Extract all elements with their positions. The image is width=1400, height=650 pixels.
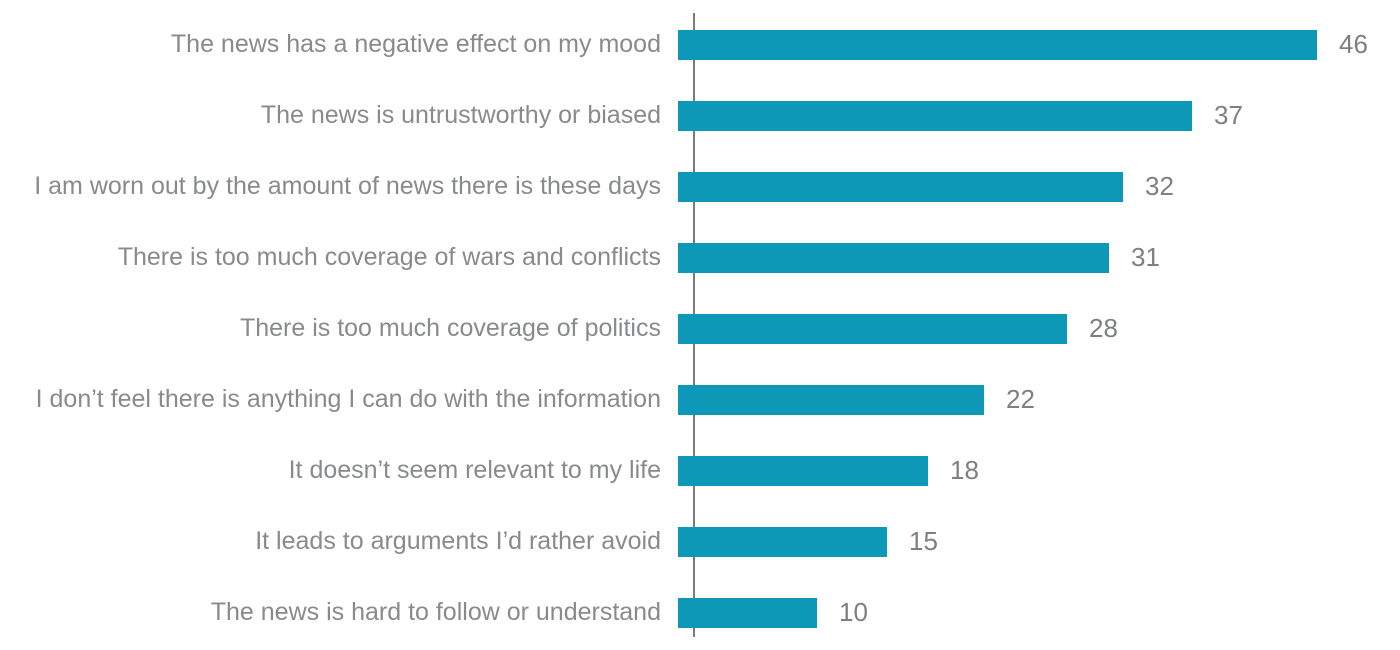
value-label: 37: [1214, 100, 1243, 130]
value-label: 31: [1131, 242, 1160, 272]
chart-row: The news is hard to follow or understand…: [0, 577, 1400, 648]
category-label: The news is untrustworthy or biased: [260, 100, 661, 129]
category-label: It leads to arguments I’d rather avoid: [255, 526, 661, 555]
value-label: 10: [839, 597, 868, 627]
chart-row: The news has a negative effect on my moo…: [0, 9, 1400, 80]
value-label: 46: [1339, 29, 1368, 59]
category-label: It doesn’t seem relevant to my life: [288, 455, 661, 484]
chart-row: The news is untrustworthy or biased 37: [0, 80, 1400, 151]
bar-track: 22: [678, 384, 1400, 415]
value-label: 22: [1006, 384, 1035, 414]
value-label: 15: [909, 526, 938, 556]
chart-rows: The news has a negative effect on my moo…: [0, 9, 1400, 648]
bar: [678, 29, 1317, 60]
bar: [678, 242, 1109, 273]
bar-track: 32: [678, 171, 1400, 202]
chart-row: There is too much coverage of politics 28: [0, 293, 1400, 364]
category-label: I don’t feel there is anything I can do …: [35, 384, 661, 413]
bar-track: 46: [678, 29, 1400, 60]
category-label: I am worn out by the amount of news ther…: [34, 171, 661, 200]
bar-track: 37: [678, 100, 1400, 131]
chart-row: It leads to arguments I’d rather avoid 15: [0, 506, 1400, 577]
bar: [678, 597, 817, 628]
bar-track: 31: [678, 242, 1400, 273]
chart-row: It doesn’t seem relevant to my life 18: [0, 435, 1400, 506]
chart-row: There is too much coverage of wars and c…: [0, 222, 1400, 293]
value-label: 18: [950, 455, 979, 485]
value-label: 28: [1089, 313, 1118, 343]
bar: [678, 313, 1067, 344]
category-label: There is too much coverage of politics: [239, 313, 661, 342]
chart-row: I am worn out by the amount of news ther…: [0, 151, 1400, 222]
category-label: There is too much coverage of wars and c…: [117, 242, 661, 271]
bar-track: 28: [678, 313, 1400, 344]
chart-row: I don’t feel there is anything I can do …: [0, 364, 1400, 435]
bar: [678, 455, 928, 486]
value-label: 32: [1145, 171, 1174, 201]
category-label: The news has a negative effect on my moo…: [170, 29, 661, 58]
bar-track: 10: [678, 597, 1400, 628]
bar: [678, 171, 1123, 202]
bar: [678, 384, 984, 415]
category-label: The news is hard to follow or understand: [210, 597, 661, 626]
bar-track: 15: [678, 526, 1400, 557]
bar-track: 18: [678, 455, 1400, 486]
bar: [678, 100, 1192, 131]
bar: [678, 526, 887, 557]
